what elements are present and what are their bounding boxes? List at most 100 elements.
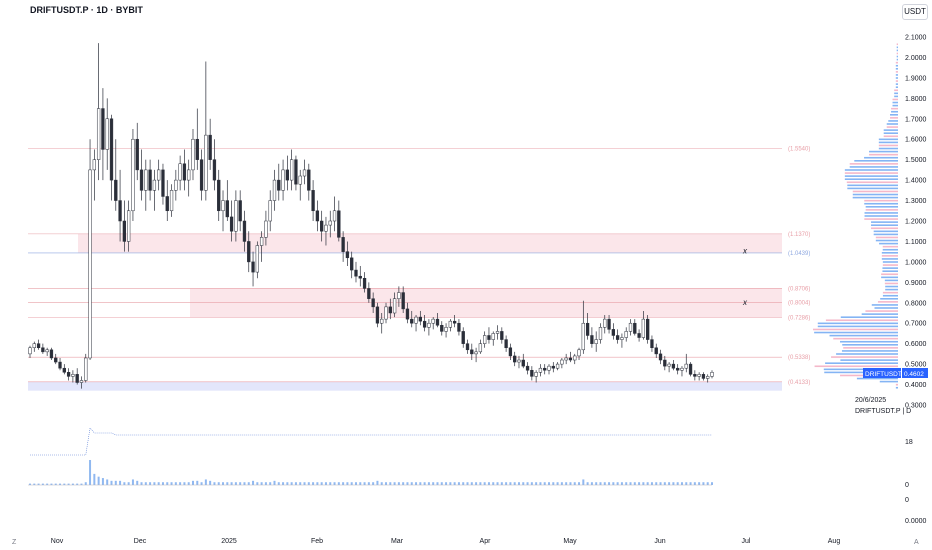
profile-bar [869, 150, 898, 153]
volume-bar [234, 482, 237, 485]
candle-body [49, 349, 54, 359]
volume-bar [385, 482, 388, 485]
candle-body [641, 318, 646, 338]
candle-body [285, 169, 290, 181]
corner-icons[interactable]: Z A [12, 539, 919, 546]
volume-bar [346, 482, 349, 485]
candle-body [362, 277, 367, 289]
profile-bar [873, 230, 898, 233]
profile-bar [895, 80, 898, 82]
candle-body [534, 372, 538, 377]
price-axis[interactable]: 2.1000 2.0000 1.9000 1.8000 1.7000 1.6000 1.50… [905, 35, 927, 410]
volume-bar [123, 482, 126, 485]
volume-bar [89, 460, 92, 485]
profile-bar [844, 175, 898, 177]
candle-body [470, 349, 474, 355]
candle-body [491, 333, 495, 340]
volume-bar [410, 482, 413, 485]
volume-bar [693, 482, 696, 485]
volume-bar [650, 482, 653, 485]
profile-bar [817, 325, 898, 328]
profile-bar [844, 169, 898, 171]
indicator-label-0: 18 [905, 439, 913, 446]
candle-body [663, 359, 667, 367]
x-tick-label: Mar [391, 538, 404, 545]
volume-bar [522, 482, 525, 485]
profile-bar [865, 209, 898, 211]
candle-body [620, 337, 624, 340]
candle-body [551, 365, 555, 369]
volume-bar [655, 482, 658, 485]
candle-body [676, 367, 680, 371]
y-tick-label: 2.0000 [905, 55, 927, 62]
volume-bar [453, 482, 456, 485]
candle-body [440, 325, 444, 332]
candle-body [337, 210, 341, 238]
candle-body [680, 367, 684, 371]
candle-body [157, 169, 161, 181]
profile-bar [854, 160, 898, 162]
time-axis[interactable]: Nov Dec 2025 Feb Mar Apr May Jun Jul Aug [51, 538, 841, 545]
profile-bar [888, 120, 898, 122]
volume-bar [668, 482, 671, 485]
volume-bar [333, 482, 336, 485]
zones [28, 233, 782, 391]
candle-body [350, 257, 354, 271]
candle-body [131, 138, 135, 212]
profile-bar [896, 49, 898, 52]
profile-bar [881, 258, 898, 260]
profile-bar [840, 316, 898, 318]
profile-bar [891, 110, 898, 113]
profile-bar [879, 380, 898, 383]
currency-button[interactable]: USDT [902, 4, 928, 20]
candle-body [139, 169, 144, 191]
profile-bar [840, 359, 898, 361]
volume-bar [689, 482, 692, 485]
profile-bar [842, 344, 898, 346]
candle-body [397, 292, 401, 299]
level-label-0: (1.5540) [788, 147, 810, 153]
candle-body [302, 169, 307, 177]
profile-bar [824, 371, 898, 374]
indicator-label-2: 0 [905, 497, 909, 504]
volume-bar [582, 479, 585, 485]
y-tick-label: 1.9000 [905, 75, 927, 82]
volume-bar [191, 480, 194, 485]
volume-bar [312, 482, 315, 485]
candle-body [671, 363, 676, 369]
profile-bar [879, 242, 898, 245]
profile-bar [884, 279, 898, 282]
profile-bar [864, 215, 898, 217]
auto-scale-icon: A [914, 539, 919, 546]
level-label-1: (1.1370) [788, 232, 810, 238]
volume-bar [530, 482, 533, 485]
volume-bar [290, 482, 293, 485]
candle-body [174, 179, 178, 191]
profile-bar [894, 89, 898, 92]
profile-bar [875, 236, 898, 239]
profile-bar [878, 147, 898, 150]
volume-bar [252, 480, 255, 485]
candle-body [320, 220, 324, 232]
x-tick-label: Feb [311, 538, 323, 545]
volume-bar [526, 482, 529, 485]
volume-bar [500, 482, 503, 485]
candle-body [607, 318, 611, 330]
profile-bar [895, 64, 898, 67]
level-label-5: (0.7286) [788, 315, 810, 321]
y-tick-label: 1.2000 [905, 219, 927, 226]
volume-bar [462, 482, 465, 485]
volume-bar [393, 482, 396, 485]
volume-bar [286, 482, 289, 485]
volume-bar [84, 482, 87, 485]
marker-1: x [742, 298, 748, 307]
candle-body [405, 308, 410, 320]
profile-bar [882, 267, 898, 269]
volume-bar [517, 482, 520, 485]
candle-body [474, 351, 478, 355]
last-price-value: 0.4602 [904, 371, 924, 378]
candle-body [500, 331, 504, 340]
candle-body [590, 335, 594, 344]
candle-body [71, 374, 75, 377]
